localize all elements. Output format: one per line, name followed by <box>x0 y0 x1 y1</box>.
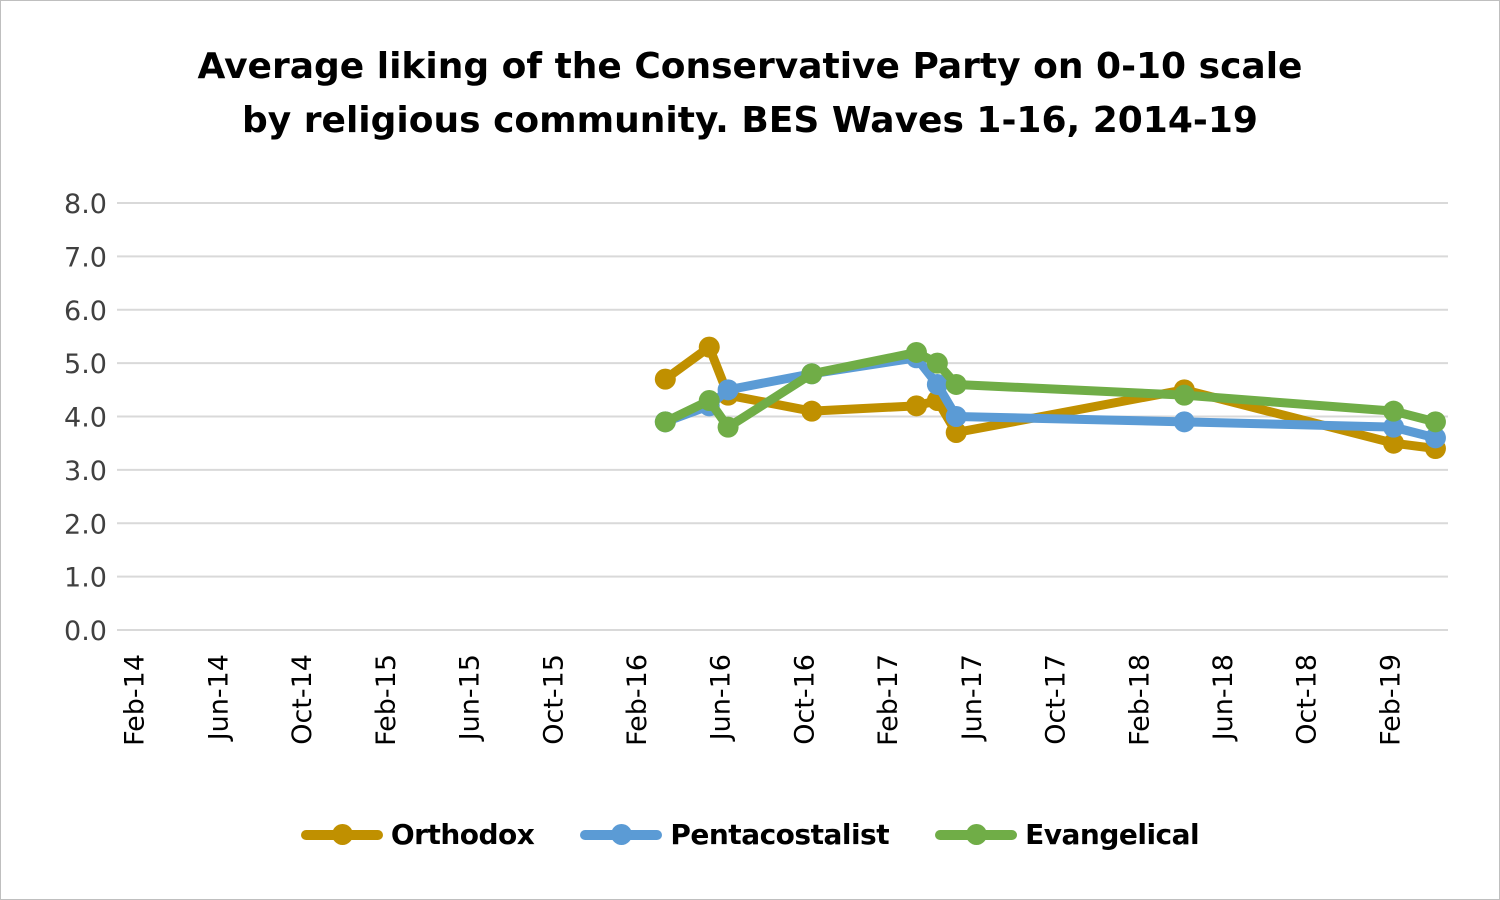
x-tick-label: Oct-17 <box>1041 654 1072 745</box>
data-point <box>698 336 720 358</box>
x-tick-label: Feb-14 <box>120 654 151 746</box>
data-point <box>717 379 739 401</box>
data-point <box>654 368 676 390</box>
x-tick-label: Feb-16 <box>622 654 653 746</box>
data-point <box>1383 416 1405 438</box>
legend-label: Pentacostalist <box>670 818 890 851</box>
legend-label: Orthodox <box>390 818 535 851</box>
x-tick-label: Jun-14 <box>203 654 234 742</box>
data-point <box>717 416 739 438</box>
data-point <box>905 341 927 363</box>
x-tick-label: Jun-18 <box>1208 654 1239 742</box>
data-point <box>1424 427 1446 449</box>
data-point <box>1173 411 1195 433</box>
y-tick-label: 1.0 <box>64 563 107 594</box>
data-point <box>1424 411 1446 433</box>
data-point <box>945 406 967 427</box>
data-point <box>945 422 967 444</box>
legend-item-evangelical[interactable]: Evangelical <box>935 818 1200 851</box>
legend-swatch-pentacostalist <box>580 823 663 845</box>
x-tick-label: Feb-17 <box>873 654 904 746</box>
x-tick-label: Jun-17 <box>957 654 988 742</box>
y-axis-ticks: 0.0 1.0 2.0 3.0 4.0 5.0 6.0 7.0 8.0 <box>64 189 107 647</box>
y-tick-label: 7.0 <box>64 242 107 273</box>
chart-title-line-1: Average liking of the Conservative Party… <box>197 46 1303 87</box>
x-axis-ticks: Feb-14 Jun-14 Oct-14 Feb-15 Jun-15 Oct-15 Feb-… <box>120 654 1407 746</box>
series-line <box>660 347 1440 432</box>
series-evangelical <box>654 341 1446 438</box>
data-point <box>945 373 967 395</box>
x-tick-label: Jun-16 <box>706 654 737 742</box>
data-point <box>1383 432 1405 454</box>
gridlines <box>117 202 1448 631</box>
legend-item-orthodox[interactable]: Orthodox <box>300 818 535 851</box>
data-point <box>1173 384 1195 406</box>
y-tick-label: 6.0 <box>64 296 107 327</box>
data-point <box>801 363 823 385</box>
data-point <box>1383 400 1405 422</box>
x-tick-label: Oct-16 <box>789 654 820 745</box>
y-tick-label: 5.0 <box>64 349 107 380</box>
y-tick-label: 2.0 <box>64 509 107 540</box>
y-tick-label: 3.0 <box>64 456 107 487</box>
y-tick-label: 8.0 <box>64 189 107 220</box>
chart-title-line-2: by religious community. BES Waves 1-16, … <box>242 100 1258 141</box>
legend-item-pentacostalist[interactable]: Pentacostalist <box>580 818 890 851</box>
x-tick-label: Jun-15 <box>455 654 486 742</box>
data-point <box>926 352 948 374</box>
legend: Orthodox Pentacostalist Evangelical <box>0 818 1500 851</box>
data-point <box>905 395 927 417</box>
x-tick-label: Feb-15 <box>371 654 402 746</box>
data-point <box>654 411 676 433</box>
data-point <box>801 400 823 422</box>
data-point <box>698 389 720 411</box>
legend-swatch-orthodox <box>300 823 383 845</box>
x-tick-label: Oct-15 <box>538 654 569 745</box>
series-line <box>660 342 1440 454</box>
x-tick-label: Oct-18 <box>1292 654 1323 745</box>
legend-swatch-evangelical <box>935 823 1018 845</box>
data-point <box>926 373 948 395</box>
series-group <box>654 336 1446 460</box>
legend-label: Evangelical <box>1025 818 1200 851</box>
x-tick-label: Feb-18 <box>1124 654 1155 746</box>
y-tick-label: 4.0 <box>64 403 107 434</box>
chart-title: Average liking of the Conservative Party… <box>0 40 1500 148</box>
x-tick-label: Oct-14 <box>287 654 318 745</box>
x-tick-label: Feb-19 <box>1375 654 1406 746</box>
y-tick-label: 0.0 <box>64 616 107 647</box>
